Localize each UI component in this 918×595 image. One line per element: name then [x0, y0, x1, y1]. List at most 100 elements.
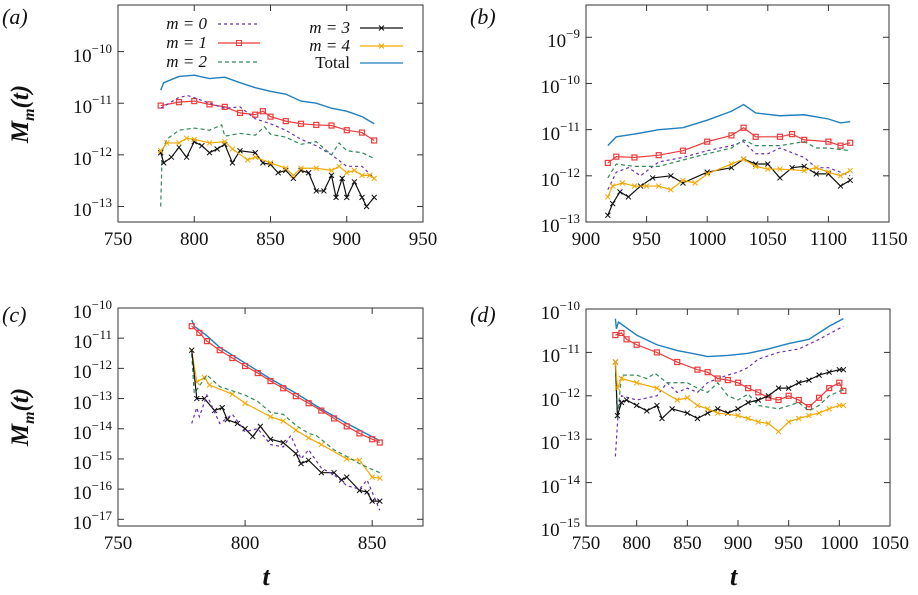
y-tick-exponent: −15 [559, 515, 580, 530]
data-point-cross [363, 203, 370, 210]
data-point-square [618, 329, 625, 337]
data-point-square [679, 147, 687, 154]
x-tick-label: 900 [332, 229, 362, 250]
data-point-cross [801, 163, 808, 170]
data-point-cross [242, 400, 248, 407]
data-point-cross [816, 410, 822, 416]
data-point-cross [643, 407, 650, 414]
series-line-total [614, 318, 844, 358]
x-tick-label: 750 [571, 533, 601, 554]
data-point-cross [785, 385, 792, 392]
data-point-cross [351, 178, 358, 185]
data-point-cross [282, 165, 289, 172]
data-point-cross [371, 175, 378, 182]
data-point-cross [704, 171, 711, 177]
data-point-cross [201, 395, 208, 402]
legend-label-m1: m = 1 [166, 33, 207, 52]
y-tick-label: 10−13 [73, 389, 112, 413]
data-point-cross [614, 385, 621, 392]
data-point-cross [305, 434, 312, 441]
y-tick-label: 10−11 [541, 342, 580, 366]
data-point-cross [206, 140, 213, 146]
y-tick-exponent: −11 [560, 341, 580, 357]
data-point-cross [847, 177, 854, 184]
series-line-m1 [160, 100, 375, 141]
series-line-m2 [160, 124, 375, 207]
data-point-square [631, 154, 638, 161]
data-point-cross [777, 175, 783, 181]
data-point-cross [366, 172, 373, 179]
data-point-cross [305, 457, 312, 464]
data-point-cross [214, 146, 220, 152]
data-point-square [728, 132, 735, 139]
data-point-square [328, 122, 335, 129]
data-point-square [280, 385, 287, 392]
data-point-square [330, 415, 338, 422]
y-tick-label: 10−12 [541, 386, 580, 410]
x-tick-label: 1000 [820, 533, 859, 554]
y-tick-exponent: −9 [566, 26, 580, 42]
y-tick-base: 10 [541, 346, 561, 368]
ylabel-arg: (t) [7, 84, 34, 108]
y-tick-label: 10−12 [541, 166, 580, 190]
y-tick-base: 10 [72, 200, 92, 222]
y-tick-base: 10 [72, 45, 92, 67]
y-tick-base: 10 [72, 392, 92, 414]
y-tick-base: 10 [541, 123, 561, 145]
data-point-cross [257, 423, 264, 430]
data-point-square [775, 396, 782, 404]
data-point-square [714, 375, 721, 382]
series-line-total [607, 103, 851, 147]
data-point-cross [714, 406, 721, 412]
data-point-cross [728, 161, 735, 167]
data-point-cross [755, 397, 762, 403]
data-point-cross [343, 169, 350, 176]
y-tick-label: 10−15 [73, 449, 112, 473]
data-point-square [191, 97, 198, 105]
ylabel-main: M [7, 423, 34, 447]
data-point-cross [343, 474, 350, 480]
data-point-cross [618, 399, 625, 406]
y-tick-base: 10 [73, 97, 93, 119]
x-tick-label: 800 [622, 533, 651, 554]
y-tick-base: 10 [540, 303, 560, 324]
series-line-m4 [160, 137, 375, 179]
y-tick-label: 10−15 [541, 516, 580, 540]
data-point-cross [183, 135, 190, 142]
plot-frame [117, 307, 424, 527]
data-point-cross [765, 392, 772, 399]
data-point-square [376, 439, 383, 446]
data-point-square [343, 423, 350, 430]
y-tick-base: 10 [72, 302, 92, 323]
data-point-cross [847, 167, 854, 174]
y-tick-exponent: −15 [91, 447, 112, 463]
data-point-square [826, 385, 833, 392]
y-tick-label: 10−10 [73, 42, 112, 66]
data-point-cross [221, 138, 228, 145]
data-point-square [318, 407, 325, 414]
x-tick-label: 900 [571, 229, 601, 250]
data-point-square [655, 152, 662, 159]
data-point-square [837, 142, 844, 149]
y-tick-base: 10 [540, 169, 560, 191]
data-point-cross [680, 177, 686, 184]
data-point-cross [674, 397, 681, 403]
x-tick-label: 850 [357, 533, 387, 554]
x-tick-label: 850 [256, 229, 285, 250]
data-point-cross [684, 394, 691, 401]
data-point-cross [785, 419, 792, 425]
x-tick-label: 850 [673, 533, 702, 554]
data-point-cross [623, 397, 630, 403]
data-point-cross [249, 433, 256, 440]
data-point-cross [237, 147, 243, 154]
data-point-cross [625, 194, 632, 200]
data-point-cross [343, 456, 350, 462]
data-point-square [343, 127, 350, 134]
panel-label: (a) [2, 4, 28, 29]
data-point-cross [229, 146, 236, 152]
y-tick-label: 10−14 [73, 419, 112, 443]
data-point-cross [735, 412, 741, 419]
data-point-cross [816, 372, 822, 378]
y-tick-base: 10 [547, 31, 567, 53]
data-point-cross [336, 163, 342, 170]
